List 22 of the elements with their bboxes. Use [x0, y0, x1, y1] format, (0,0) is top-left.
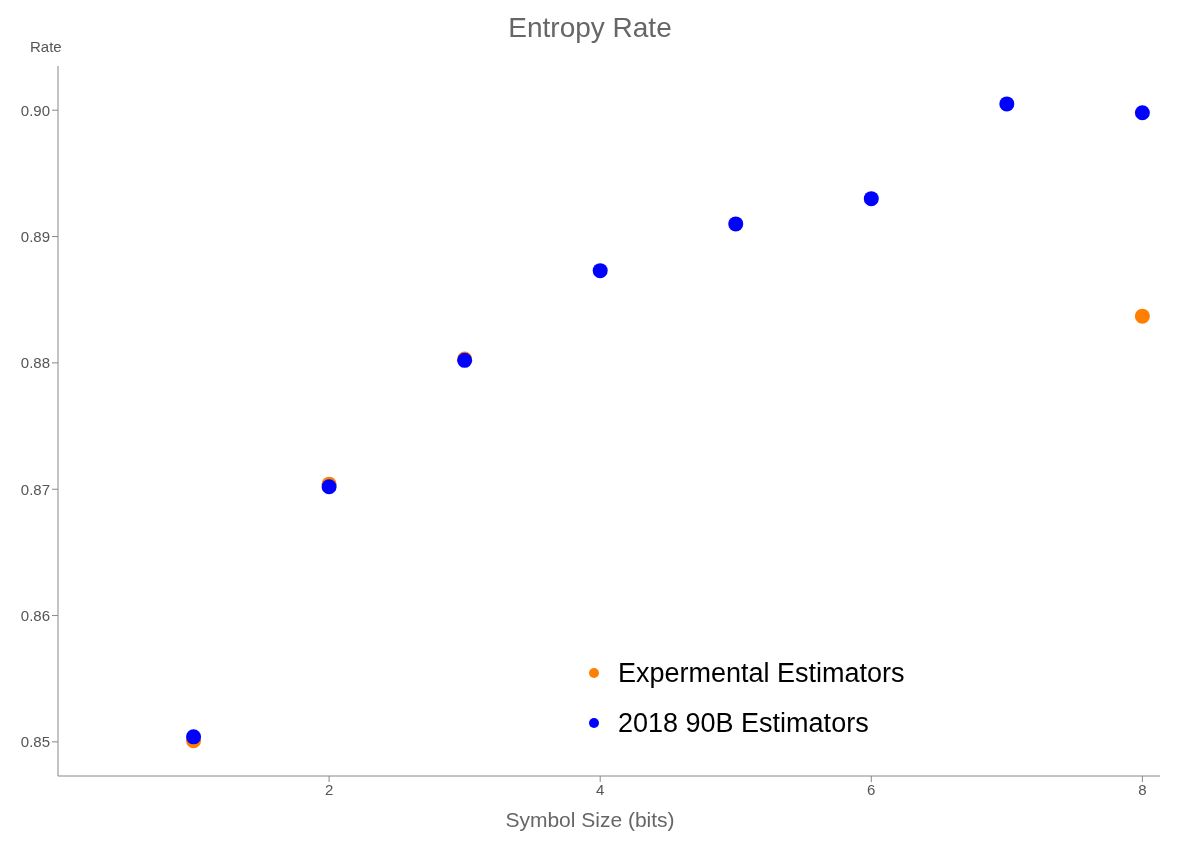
x-tick-label: 6 [867, 780, 876, 798]
chart-title: Entropy Rate [508, 12, 672, 43]
x-tick-label: 2 [324, 780, 334, 798]
y-tick-label: 0.90 [20, 101, 50, 119]
x-axis-title: Symbol Size (bits) [504, 808, 676, 832]
point [592, 263, 608, 279]
x-tick-label: 4 [596, 780, 605, 798]
x-tick-label: 8 [1138, 780, 1147, 798]
point [1134, 105, 1150, 121]
point [999, 96, 1015, 112]
y-tick-label: 0.85 [20, 733, 50, 751]
point [186, 729, 202, 745]
y-tick-label: 0.89 [20, 227, 50, 245]
point [728, 216, 744, 232]
y-axis-title: Rate [30, 38, 62, 55]
point [863, 191, 879, 207]
y-tick-label: 0.87 [20, 480, 50, 498]
y-tick-label: 0.86 [20, 606, 50, 624]
legend-label: Expermental Estimators [618, 657, 905, 690]
legend-label: 2018 90B Estimators [618, 707, 869, 740]
y-tick-label: 0.88 [20, 354, 50, 372]
point [1134, 308, 1150, 324]
